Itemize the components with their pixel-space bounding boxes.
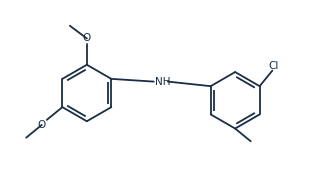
Text: NH: NH	[155, 77, 170, 87]
Text: O: O	[83, 33, 91, 44]
Text: Cl: Cl	[269, 61, 279, 71]
Text: O: O	[38, 120, 46, 130]
